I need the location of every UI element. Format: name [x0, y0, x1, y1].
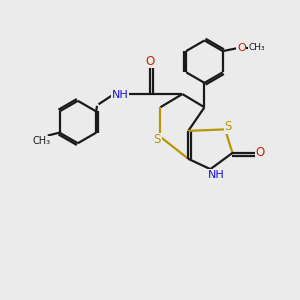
Text: NH: NH — [208, 170, 225, 180]
Text: S: S — [154, 133, 161, 146]
Text: NH: NH — [112, 90, 128, 100]
Text: O: O — [237, 43, 246, 53]
Text: S: S — [224, 120, 232, 133]
Text: O: O — [255, 146, 265, 159]
Text: CH₃: CH₃ — [33, 136, 51, 146]
Text: O: O — [146, 55, 154, 68]
Text: CH₃: CH₃ — [248, 43, 265, 52]
